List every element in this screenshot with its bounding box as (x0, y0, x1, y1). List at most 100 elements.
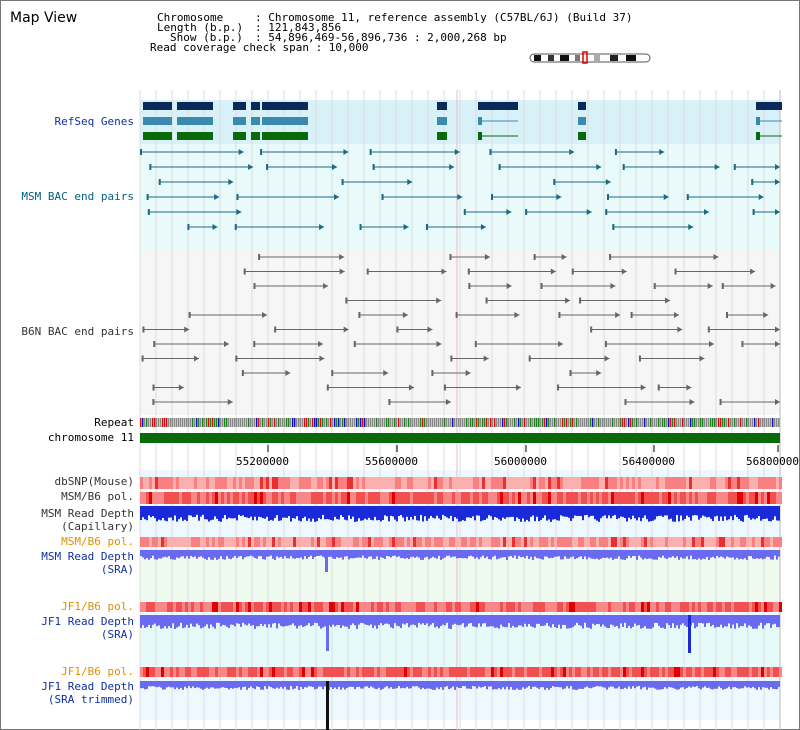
track-label-jf1-pol-2[interactable]: JF1/B6 pol. (61, 665, 134, 678)
repeat-mark (586, 418, 588, 427)
msm-pol-heat (407, 492, 410, 504)
track-label-msm-depth-sra[interactable]: MSM Read Depth (41, 550, 134, 563)
msm-pol2-heat (743, 537, 746, 547)
msm-cap-depth-bar (210, 506, 212, 521)
dbsnp-heat (488, 477, 491, 489)
dbsnp-heat (560, 477, 563, 489)
jf1-pol2-heat (452, 667, 455, 677)
msm-cap-depth-bar (638, 506, 640, 518)
jf1-sra-depth-bar (390, 615, 392, 628)
dbsnp-heat (170, 477, 173, 489)
msm-pol2-heat (650, 537, 653, 547)
jf1-pol2-heat (197, 667, 200, 677)
jf1-sra-depth-bar (678, 615, 680, 629)
track-label-msm-b6-pol-2[interactable]: MSM/B6 pol. (61, 535, 134, 548)
msm-sra-depth-bar (368, 550, 370, 557)
msm-sra-depth-bar (768, 550, 770, 558)
b6n-bac-pair-end (285, 370, 291, 376)
msm-sra-depth-bar (746, 550, 748, 560)
jf1-sra-depth-bar (302, 615, 304, 627)
msm-pol2-heat (758, 537, 761, 547)
b6n-bac-pair-end (615, 312, 621, 318)
repeat-mark (618, 418, 620, 427)
jf1-trim-depth-bar (746, 681, 748, 688)
dbsnp-heat (158, 477, 161, 489)
track-label-jf1-trim[interactable]: JF1 Read Depth (41, 680, 134, 693)
msm-pol2-heat (701, 537, 704, 547)
msm-cap-depth-bar (458, 506, 460, 522)
msm-sra-depth-bar (240, 550, 242, 557)
msm-cap-depth-bar (176, 506, 178, 522)
msm-pol2-heat (335, 537, 338, 547)
ideogram-band (610, 55, 618, 61)
msm-pol2-heat (161, 537, 164, 547)
jf1-trim-depth-bar (772, 681, 774, 689)
track-label-refseq[interactable]: RefSeq Genes (54, 115, 134, 128)
repeat-mark (446, 418, 448, 427)
jf1-pol2-heat (626, 667, 629, 677)
msm-cap-depth-bar (560, 506, 562, 516)
b6n-bac-pair-end (274, 326, 277, 333)
jf1-sra-depth-bar (548, 615, 550, 627)
jf1-sra-depth-bar (654, 615, 656, 623)
repeat-mark (450, 418, 452, 427)
track-label-b6n-bac[interactable]: B6N BAC end pairs (21, 325, 134, 338)
gene-exon (478, 102, 518, 110)
b6n-bac-pair-end (707, 283, 713, 289)
msm-cap-depth-bar (500, 506, 502, 521)
dbsnp-heat (695, 477, 698, 489)
track-label-msm-depth-cap[interactable]: MSM Read Depth (41, 507, 134, 520)
jf1-pol-heat (545, 602, 548, 612)
msm-pol-heat (779, 492, 782, 504)
jf1-pol-heat (419, 602, 422, 612)
repeat-mark (508, 418, 510, 427)
jf1-sra-depth-bar (470, 615, 472, 623)
track-label-dbsnp[interactable]: dbSNP(Mouse) (54, 475, 134, 488)
track-label-jf1-pol[interactable]: JF1/B6 pol. (61, 600, 134, 613)
msm-sra-depth-bar (610, 550, 612, 558)
jf1-pol-heat (692, 602, 695, 612)
jf1-pol2-heat (161, 667, 164, 677)
jf1-trim-depth-bar (656, 681, 658, 690)
msm-pol-heat (464, 492, 467, 504)
msm-sra-depth-bar (472, 550, 474, 557)
dbsnp-heat (539, 477, 542, 489)
jf1-sra-depth-bar (714, 615, 716, 628)
msm-cap-depth-bar (274, 506, 276, 518)
msm-sra-depth-bar (190, 550, 192, 556)
jf1-pol-heat (239, 602, 242, 612)
jf1-trim-depth-bar (330, 681, 332, 688)
jf1-trim-depth-bar (472, 681, 474, 687)
repeat-mark (524, 418, 526, 427)
msm-sra-depth-bar (404, 550, 406, 559)
jf1-pol2-heat (494, 667, 497, 677)
jf1-trim-depth-bar (580, 681, 582, 689)
msm-pol2-heat (674, 537, 677, 547)
jf1-sra-depth-bar (630, 615, 632, 629)
msm-cap-depth-bar (718, 506, 720, 521)
jf1-sra-depth-bar (644, 615, 646, 627)
jf1-sra-depth-bar (492, 615, 494, 627)
track-label-msm-bac[interactable]: MSM BAC end pairs (21, 190, 134, 203)
jf1-sra-depth-bar (596, 615, 598, 624)
msm-sra-depth-bar (410, 550, 412, 558)
jf1-sra-depth-bar (298, 615, 300, 626)
track-label-repeat[interactable]: Repeat (94, 416, 134, 429)
msm-cap-depth-bar (220, 506, 222, 522)
dbsnp-heat (533, 477, 536, 489)
jf1-sra-depth-bar (140, 615, 142, 629)
repeat-mark (218, 418, 220, 427)
jf1-sra-depth-bar (216, 615, 218, 623)
jf1-pol-heat (452, 602, 455, 612)
dbsnp-heat (209, 477, 212, 489)
jf1-sra-depth-bar (520, 615, 522, 626)
msm-pol2-heat (671, 537, 674, 547)
track-label-jf1-depth[interactable]: JF1 Read Depth (41, 615, 134, 628)
jf1-sra-depth-bar (362, 615, 364, 624)
msm-sra-depth-bar (356, 550, 358, 558)
dbsnp-heat (191, 477, 194, 489)
track-label-msm-b6-pol[interactable]: MSM/B6 pol. (61, 490, 134, 503)
dbsnp-heat (497, 477, 500, 489)
